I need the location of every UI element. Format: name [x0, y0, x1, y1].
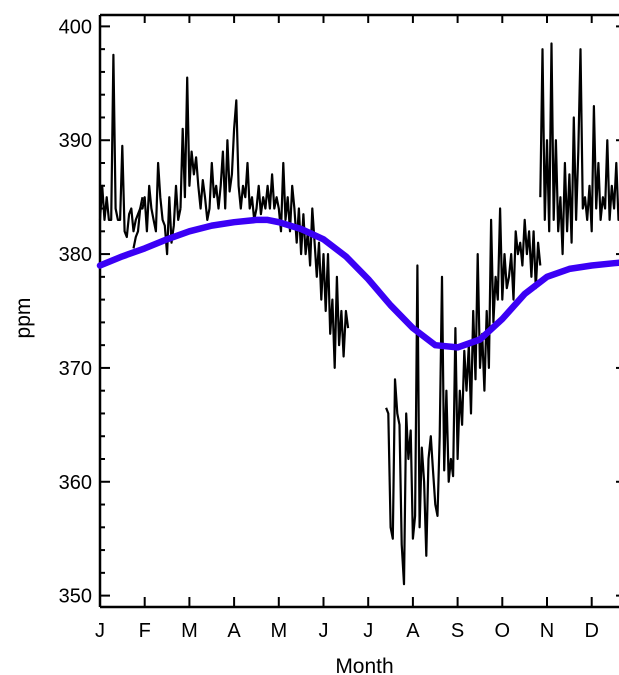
observed-ppm-line	[98, 53, 144, 239]
x-tick-label: A	[406, 620, 420, 642]
x-tick-label: A	[227, 620, 241, 642]
y-tick-label: 350	[59, 586, 92, 608]
x-axis-title: Month	[335, 655, 393, 675]
x-tick-label: S	[451, 620, 464, 642]
x-tick-label: J	[319, 620, 329, 642]
y-tick-label: 380	[59, 244, 92, 266]
x-tick-label: M	[181, 620, 198, 642]
y-tick-label: 360	[59, 472, 92, 494]
observed-ppm-line	[539, 42, 619, 256]
series-layer	[96, 42, 619, 586]
y-axis-title: ppm	[12, 298, 35, 339]
x-tick-label: M	[270, 620, 287, 642]
x-tick-label: N	[540, 620, 554, 642]
x-tick-label: D	[584, 620, 598, 642]
x-tick-label: O	[495, 620, 511, 642]
plot-frame	[98, 13, 619, 609]
y-tick-label: 390	[59, 130, 92, 152]
observed-ppm-line	[385, 207, 542, 586]
x-tick-label: F	[139, 620, 151, 642]
observed-ppm-line	[179, 76, 350, 369]
x-tick-label: J	[363, 620, 373, 642]
y-tick-label: 370	[59, 358, 92, 380]
y-tick-label: 400	[59, 16, 92, 38]
x-tick-label: J	[95, 620, 105, 642]
smooth-fit-curve	[96, 216, 619, 351]
